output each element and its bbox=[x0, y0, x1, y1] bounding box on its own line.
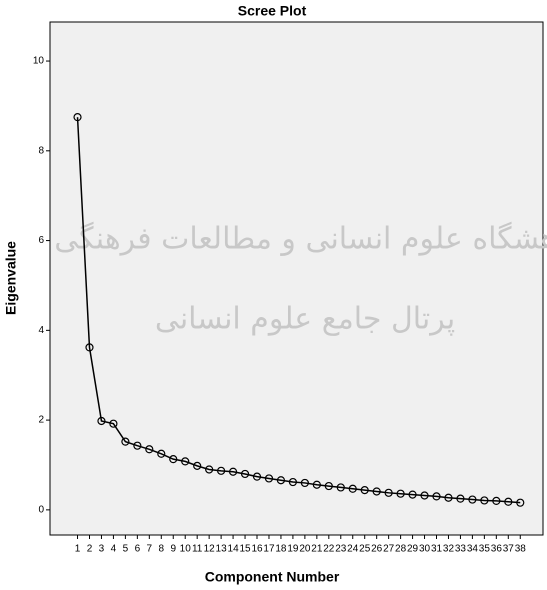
point bbox=[324, 481, 333, 491]
point bbox=[480, 496, 489, 505]
point bbox=[157, 449, 166, 458]
chart-title: Scree Plot bbox=[238, 3, 307, 19]
point bbox=[85, 343, 94, 352]
x-tick-label: 29 bbox=[407, 544, 419, 555]
x-tick-label: 1 bbox=[75, 544, 81, 555]
point bbox=[228, 467, 238, 476]
point bbox=[444, 493, 453, 502]
point bbox=[492, 496, 501, 505]
x-tick-label: 11 bbox=[192, 544, 203, 555]
point bbox=[133, 441, 142, 450]
x-tick-label: 7 bbox=[147, 544, 153, 555]
point bbox=[276, 476, 286, 485]
x-tick-label: 3 bbox=[99, 544, 105, 555]
y-tick-label: 0 bbox=[38, 505, 44, 516]
point bbox=[372, 487, 381, 496]
y-tick-label: 2 bbox=[38, 415, 44, 426]
x-tick-label: 31 bbox=[431, 544, 443, 555]
x-tick-label: 4 bbox=[111, 544, 117, 555]
x-tick-label: 21 bbox=[311, 544, 323, 555]
point bbox=[360, 486, 369, 495]
point bbox=[252, 472, 262, 481]
point bbox=[169, 455, 178, 464]
point bbox=[336, 483, 345, 492]
x-tick-label: 23 bbox=[335, 544, 347, 555]
x-tick-label: 18 bbox=[275, 544, 287, 555]
x-tick-label: 19 bbox=[287, 544, 299, 555]
x-tick-label: 9 bbox=[170, 544, 176, 555]
point bbox=[516, 498, 525, 507]
x-tick-label: 17 bbox=[263, 544, 275, 555]
y-tick-label: 10 bbox=[33, 56, 45, 67]
y-tick-label: 8 bbox=[38, 145, 44, 156]
x-tick-label: 32 bbox=[443, 544, 455, 555]
x-tick-label: 8 bbox=[159, 544, 165, 555]
point bbox=[312, 480, 321, 489]
x-tick-label: 38 bbox=[515, 544, 527, 555]
x-tick-label: 37 bbox=[503, 544, 515, 555]
point bbox=[396, 489, 405, 498]
x-tick-label: 24 bbox=[347, 544, 359, 555]
x-tick-label: 28 bbox=[395, 544, 407, 555]
point bbox=[408, 490, 417, 499]
point bbox=[384, 488, 393, 497]
x-tick-label: 22 bbox=[323, 544, 335, 555]
point bbox=[181, 457, 190, 466]
point bbox=[145, 445, 154, 454]
y-axis-title: Eigenvalue bbox=[3, 241, 19, 315]
point bbox=[193, 461, 202, 470]
x-tick-label: 2 bbox=[87, 544, 93, 555]
x-tick-label: 15 bbox=[239, 544, 251, 555]
x-tick-label: 13 bbox=[216, 544, 228, 555]
watermark: پژوهشگاه علوم انسانی و مطالعات فرهنگی bbox=[54, 222, 547, 257]
plot-area bbox=[49, 21, 544, 536]
point bbox=[97, 416, 106, 426]
watermark: پرتال جامع علوم انسانی bbox=[155, 302, 455, 337]
x-tick-label: 25 bbox=[359, 544, 371, 555]
x-tick-label: 27 bbox=[383, 544, 395, 555]
point bbox=[348, 484, 357, 493]
x-tick-label: 14 bbox=[228, 544, 240, 555]
point bbox=[420, 491, 429, 500]
point bbox=[264, 474, 274, 483]
x-tick-label: 33 bbox=[455, 544, 467, 555]
x-tick-label: 36 bbox=[491, 544, 503, 555]
point bbox=[300, 478, 309, 488]
point bbox=[432, 492, 441, 501]
point bbox=[456, 494, 465, 503]
point bbox=[468, 495, 477, 504]
point bbox=[240, 469, 250, 479]
point bbox=[288, 477, 298, 487]
x-tick-label: 5 bbox=[123, 544, 129, 555]
x-tick-label: 35 bbox=[479, 544, 491, 555]
point bbox=[121, 437, 130, 446]
point bbox=[205, 465, 214, 474]
x-tick-label: 12 bbox=[204, 544, 216, 555]
x-tick-label: 16 bbox=[251, 544, 263, 555]
y-tick-label: 6 bbox=[38, 235, 44, 246]
point bbox=[504, 497, 513, 506]
x-tick-label: 26 bbox=[371, 544, 383, 555]
point bbox=[109, 419, 118, 428]
x-tick-label: 30 bbox=[419, 544, 431, 555]
point bbox=[217, 466, 226, 475]
line bbox=[76, 117, 521, 504]
point bbox=[73, 113, 82, 122]
y-tick-label: 4 bbox=[38, 325, 44, 336]
x-tick-label: 20 bbox=[299, 544, 311, 555]
x-axis-title: Component Number bbox=[205, 569, 340, 585]
x-tick-label: 10 bbox=[180, 544, 192, 555]
x-tick-label: 6 bbox=[135, 544, 141, 555]
x-tick-label: 34 bbox=[467, 544, 479, 555]
